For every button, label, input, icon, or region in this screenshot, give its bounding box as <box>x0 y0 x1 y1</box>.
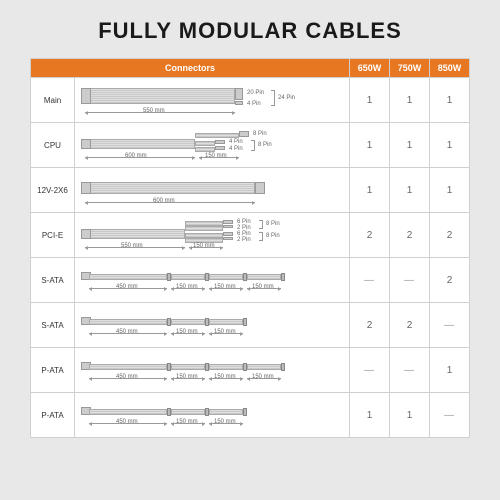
table-row: 12V-2X6600 mm111 <box>31 168 470 213</box>
row-count: 1 <box>350 393 390 438</box>
table-row: Main20 Pin4 Pin24 Pin550 mm111 <box>31 78 470 123</box>
row-count: 1 <box>350 78 390 123</box>
table-row: PCI-E6 Pin2 Pin6 Pin2 Pin8 Pin8 Pin550 m… <box>31 213 470 258</box>
header-wattage-2: 850W <box>430 59 470 78</box>
row-count: 1 <box>430 348 470 393</box>
row-count: 1 <box>430 168 470 213</box>
table-row: P-ATA450 mm150 mm150 mm150 mm——1 <box>31 348 470 393</box>
row-diagram: 600 mm <box>75 168 350 213</box>
row-name: P-ATA <box>31 393 75 438</box>
row-diagram: 8 Pin4 Pin4 Pin8 Pin600 mm150 mm <box>75 123 350 168</box>
row-count: — <box>430 303 470 348</box>
row-count: 2 <box>350 303 390 348</box>
row-count: 1 <box>390 123 430 168</box>
row-count: 2 <box>390 303 430 348</box>
row-diagram: 450 mm150 mm150 mm <box>75 303 350 348</box>
page-title: FULLY MODULAR CABLES <box>98 18 402 44</box>
row-name: S-ATA <box>31 258 75 303</box>
table-row: P-ATA450 mm150 mm150 mm11— <box>31 393 470 438</box>
row-count: — <box>350 348 390 393</box>
row-name: P-ATA <box>31 348 75 393</box>
row-name: Main <box>31 78 75 123</box>
row-count: 1 <box>390 393 430 438</box>
row-diagram: 450 mm150 mm150 mm <box>75 393 350 438</box>
row-count: 1 <box>350 168 390 213</box>
row-diagram: 450 mm150 mm150 mm150 mm <box>75 258 350 303</box>
row-count: 1 <box>390 168 430 213</box>
table-body: Main20 Pin4 Pin24 Pin550 mm111CPU8 Pin4 … <box>31 78 470 438</box>
row-name: CPU <box>31 123 75 168</box>
row-count: — <box>390 348 430 393</box>
row-diagram: 6 Pin2 Pin6 Pin2 Pin8 Pin8 Pin550 mm150 … <box>75 213 350 258</box>
table-row: S-ATA450 mm150 mm150 mm150 mm——2 <box>31 258 470 303</box>
table-row: S-ATA450 mm150 mm150 mm22— <box>31 303 470 348</box>
row-count: 1 <box>430 123 470 168</box>
row-count: — <box>390 258 430 303</box>
row-diagram: 450 mm150 mm150 mm150 mm <box>75 348 350 393</box>
row-count: — <box>350 258 390 303</box>
row-count: 1 <box>350 123 390 168</box>
header-connectors: Connectors <box>31 59 350 78</box>
header-wattage-1: 750W <box>390 59 430 78</box>
row-count: 2 <box>390 213 430 258</box>
row-name: 12V-2X6 <box>31 168 75 213</box>
row-count: 2 <box>430 213 470 258</box>
table-header-row: Connectors 650W 750W 850W <box>31 59 470 78</box>
row-count: 2 <box>430 258 470 303</box>
table-row: CPU8 Pin4 Pin4 Pin8 Pin600 mm150 mm111 <box>31 123 470 168</box>
cable-spec-table: Connectors 650W 750W 850W Main20 Pin4 Pi… <box>30 58 470 438</box>
row-count: — <box>430 393 470 438</box>
row-name: PCI-E <box>31 213 75 258</box>
row-diagram: 20 Pin4 Pin24 Pin550 mm <box>75 78 350 123</box>
row-count: 1 <box>390 78 430 123</box>
row-count: 2 <box>350 213 390 258</box>
row-count: 1 <box>430 78 470 123</box>
header-wattage-0: 650W <box>350 59 390 78</box>
row-name: S-ATA <box>31 303 75 348</box>
